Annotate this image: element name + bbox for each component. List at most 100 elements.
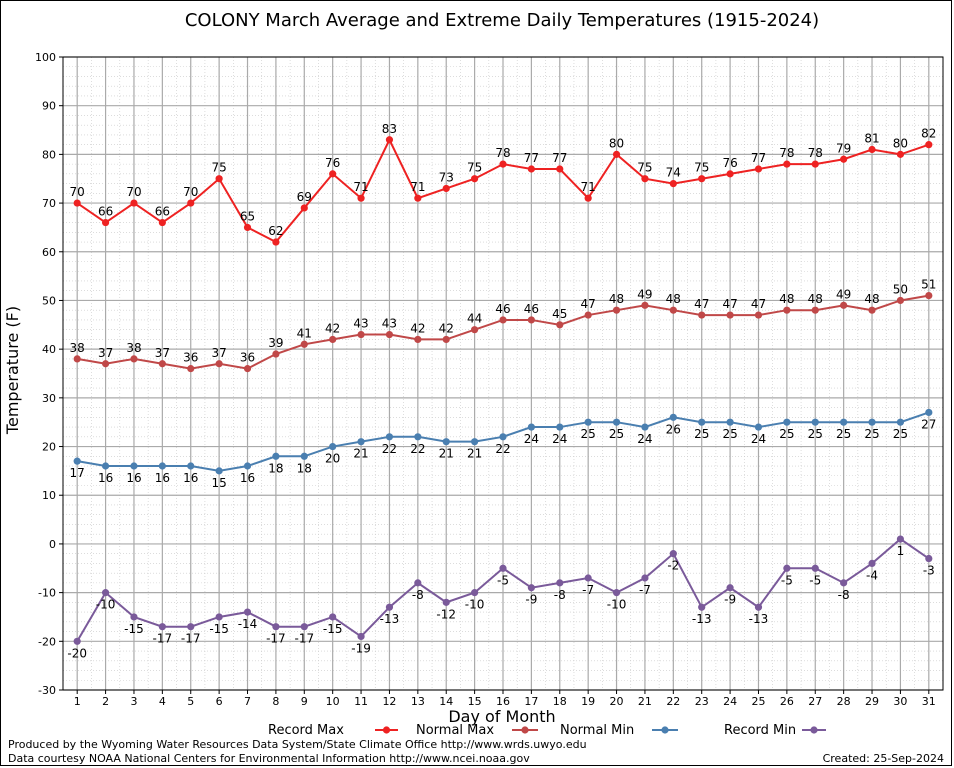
x-tick-label: 23 xyxy=(695,695,709,708)
record-max-point xyxy=(499,160,507,168)
x-axis-ticks: 1 2 3 4 5 6 7 8 9 10 11 12 13 14 15 16 17 18 19 20 21 22 23 24 2… xyxy=(74,690,936,708)
legend-label-record-min: Record Min xyxy=(724,723,796,738)
x-tick-label: 15 xyxy=(468,695,482,708)
normal-max-point xyxy=(811,306,819,314)
record-min-data-label: -5 xyxy=(809,573,821,587)
x-tick-label: 17 xyxy=(524,695,538,708)
normal-max-data-label: 41 xyxy=(297,326,312,340)
normal-min-point xyxy=(726,418,734,426)
record-min-data-label: -17 xyxy=(181,632,201,646)
normal-min-data-label: 22 xyxy=(382,442,397,456)
record-max-data-label: 75 xyxy=(637,161,652,175)
normal-min-point xyxy=(499,433,507,441)
normal-min-point xyxy=(243,462,252,470)
record-max-data-label: 65 xyxy=(240,209,255,223)
record-min-point xyxy=(527,584,535,592)
record-max-data-label: 81 xyxy=(864,132,879,146)
normal-min-point xyxy=(300,452,308,460)
normal-max-point xyxy=(215,360,223,368)
normal-max-point xyxy=(187,365,195,373)
normal-min-data-label: 22 xyxy=(495,442,510,456)
record-max-point xyxy=(811,160,819,168)
normal-min-data-label: 21 xyxy=(467,447,482,461)
record-min-data-label: -8 xyxy=(838,588,850,602)
record-max-data-label: 62 xyxy=(268,224,283,238)
x-tick-label: 7 xyxy=(244,695,251,708)
normal-min-point xyxy=(669,413,677,421)
normal-max-data-label: 44 xyxy=(467,312,482,326)
record-min-data-label: -13 xyxy=(380,612,400,626)
normal-max-point xyxy=(414,335,422,344)
record-max-point xyxy=(584,194,592,202)
record-min-data-label: -5 xyxy=(497,573,509,587)
normal-max-point xyxy=(329,335,337,344)
record-max-data-label: 71 xyxy=(353,180,368,194)
x-tick-label: 6 xyxy=(216,695,223,708)
record-min-data-label: -4 xyxy=(866,568,878,582)
record-min-point xyxy=(556,579,564,587)
normal-min-data-label: 18 xyxy=(268,461,283,475)
record-min-data-label: -19 xyxy=(351,641,371,655)
record-min-point xyxy=(669,550,677,558)
normal-min-data-label: 16 xyxy=(183,471,198,485)
normal-max-data-label: 45 xyxy=(552,307,567,321)
normal-min-data-label: 16 xyxy=(98,471,113,485)
legend-marker-normal-min xyxy=(661,726,669,734)
normal-max-point xyxy=(471,326,479,334)
record-max-point xyxy=(754,165,763,173)
record-min-data-label: -7 xyxy=(639,583,651,597)
record-max-point xyxy=(329,170,337,178)
x-tick-label: 1 xyxy=(74,695,81,708)
x-tick-label: 10 xyxy=(326,695,340,708)
normal-max-point xyxy=(527,316,535,324)
normal-max-point xyxy=(669,306,677,314)
normal-max-data-label: 49 xyxy=(637,287,652,301)
normal-min-point xyxy=(442,438,450,446)
normal-min-point xyxy=(414,433,422,441)
y-tick-label: 70 xyxy=(42,197,56,210)
record-min-point xyxy=(612,589,621,597)
x-tick-label: 8 xyxy=(272,695,279,708)
normal-max-data-label: 48 xyxy=(779,292,794,306)
y-axis-ticks: -30 -20 -10 0 10 20 30 40 50 60 70 80 90 100 xyxy=(35,51,63,697)
normal-min-data-label: 24 xyxy=(751,432,766,446)
record-min-series: -20 -10 -15 -17 -17 -15 -14 -17 -17 -15 -19 -13 -8 -1… xyxy=(67,535,935,660)
record-min-point xyxy=(187,623,195,631)
record-min-point xyxy=(101,589,110,597)
normal-max-data-label: 47 xyxy=(694,297,709,311)
x-axis-label: Day of Month xyxy=(448,707,555,726)
x-tick-label: 2 xyxy=(102,695,109,708)
normal-max-data-label: 43 xyxy=(353,317,368,331)
record-max-point xyxy=(641,175,649,183)
y-tick-label: 10 xyxy=(42,489,56,502)
normal-max-point xyxy=(754,311,763,319)
record-min-data-label: -10 xyxy=(607,598,627,612)
normal-max-point xyxy=(300,340,308,348)
y-tick-label: -30 xyxy=(38,684,56,697)
record-min-data-label: -13 xyxy=(749,612,769,626)
normal-max-point xyxy=(385,330,394,339)
record-max-data-label: 82 xyxy=(921,127,936,141)
record-min-point xyxy=(300,623,308,631)
record-min-point xyxy=(925,554,933,563)
normal-min-data-label: 24 xyxy=(552,432,567,446)
y-tick-label: 80 xyxy=(42,148,56,161)
normal-min-point xyxy=(698,418,706,426)
record-max-data-label: 79 xyxy=(836,141,851,155)
normal-min-point xyxy=(130,462,138,470)
normal-min-point xyxy=(527,423,535,431)
record-max-point xyxy=(158,218,166,227)
normal-min-data-label: 24 xyxy=(524,432,539,446)
normal-min-point xyxy=(754,423,763,431)
record-max-data-label: 75 xyxy=(467,161,482,175)
record-min-point xyxy=(442,598,450,606)
record-min-data-label: 1 xyxy=(897,544,905,558)
record-min-point xyxy=(868,559,876,568)
normal-min-data-label: 27 xyxy=(921,417,936,431)
normal-max-data-label: 42 xyxy=(410,321,425,335)
record-max-data-label: 80 xyxy=(893,136,908,150)
normal-max-data-label: 46 xyxy=(495,302,510,316)
record-max-data-label: 83 xyxy=(382,122,397,136)
normal-max-data-label: 48 xyxy=(864,292,879,306)
legend-marker-normal-max xyxy=(521,726,529,734)
